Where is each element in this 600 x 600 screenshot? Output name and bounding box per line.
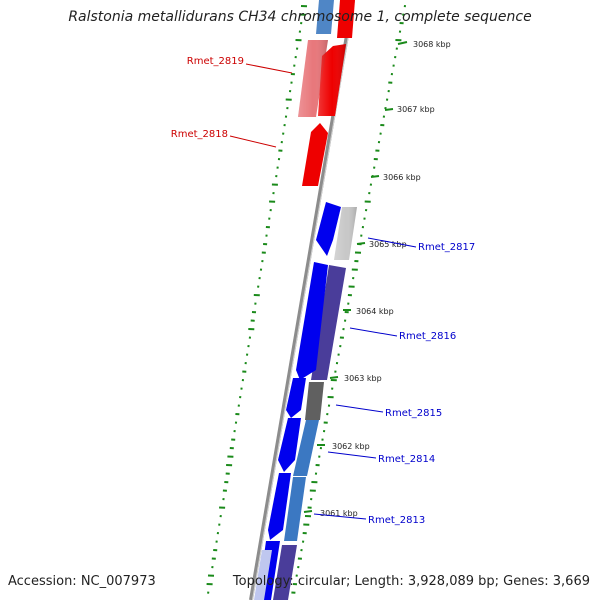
gene-labels: Rmet_2819 Rmet_2818 Rmet_2817 Rmet_2816 …: [171, 56, 475, 526]
gene-label-rmet-2818[interactable]: Rmet_2818: [171, 129, 228, 140]
gene-label-rmet-2815[interactable]: Rmet_2815: [385, 408, 442, 419]
tick-label-3067: 3067 kbp: [397, 105, 435, 114]
chromosome-backbone-highlight: [252, 0, 355, 600]
gene-rmet-2813-feature[interactable]: [268, 473, 291, 540]
gene-rmet-2815-feature[interactable]: [286, 378, 306, 418]
gene-rmet-2814-feature[interactable]: [278, 418, 301, 472]
tick-label-3064: 3064 kbp: [356, 307, 394, 316]
gene-rmet-2820-feature[interactable]: [316, 0, 334, 34]
gene-label-rmet-2819[interactable]: Rmet_2819: [187, 56, 244, 67]
gene-rmet-2814-reverse-feature[interactable]: [293, 420, 319, 476]
gene-rmet-2813-reverse-feature[interactable]: [284, 477, 306, 541]
topology-summary: Topology: circular; Length: 3,928,089 bp…: [232, 574, 590, 589]
gene-rmet-2812-light-feature[interactable]: [254, 550, 272, 600]
accession-text: Accession: NC_007973: [8, 574, 156, 589]
tick-label-3063: 3063 kbp: [344, 374, 382, 383]
gene-rmet-2818-feature[interactable]: [302, 123, 328, 186]
tick-label-3062: 3062 kbp: [332, 442, 370, 451]
gene-label-rmet-2817[interactable]: Rmet_2817: [418, 242, 475, 253]
gene-rmet-2816-reverse-feature[interactable]: [311, 265, 346, 380]
gene-rmet-2812-reverse-feature[interactable]: [273, 545, 297, 600]
gene-rmet-2815-reverse-feature[interactable]: [305, 382, 324, 420]
gc-content-track-right: [291, 5, 407, 594]
gene-label-rmet-2814[interactable]: Rmet_2814: [378, 454, 435, 465]
gene-label-rmet-2813[interactable]: Rmet_2813: [368, 515, 425, 526]
gene-rmet-2817-feature[interactable]: [316, 202, 341, 256]
tick-label-3068: 3068 kbp: [413, 40, 451, 49]
map-title: Ralstonia metallidurans CH34 chromosome …: [68, 9, 532, 25]
gc-content-track-left: [206, 5, 308, 594]
tick-label-3066: 3066 kbp: [383, 173, 421, 182]
gene-rmet-2816-feature[interactable]: [296, 262, 328, 380]
gene-label-rmet-2816[interactable]: Rmet_2816: [399, 331, 456, 342]
gene-rmet-2819-partial-feature[interactable]: [337, 0, 355, 38]
tick-label-3061: 3061 kbp: [320, 509, 358, 518]
tick-label-3065: 3065 kbp: [369, 240, 407, 249]
kbp-scale: 3068 kbp 3067 kbp 3066 kbp 3065 kbp 3064…: [303, 40, 451, 518]
